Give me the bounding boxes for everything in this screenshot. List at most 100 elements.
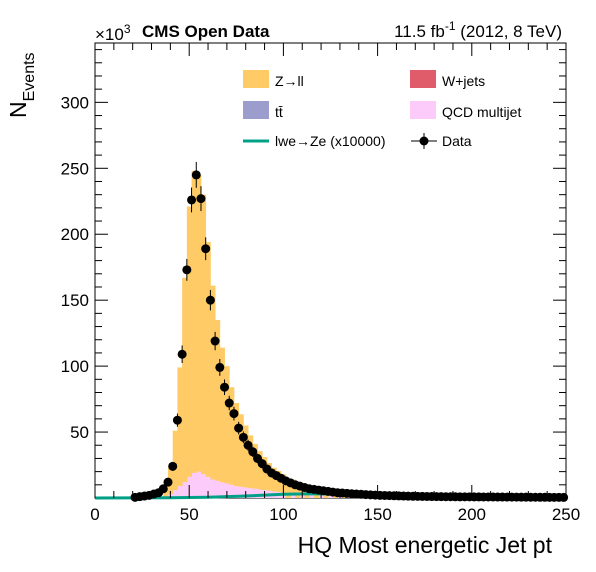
bar-zll — [210, 285, 216, 480]
bar-qcdmultijet — [200, 474, 207, 498]
data-point — [177, 349, 187, 359]
bar-qcdmultijet — [182, 482, 188, 498]
legend-swatch-wjets — [410, 70, 436, 88]
bar-zll — [257, 451, 263, 490]
data-point — [158, 484, 168, 494]
legend-label-ttbar: tt̄ — [275, 104, 283, 120]
bar-qcdmultijet — [224, 483, 230, 498]
y-tick-label: 100 — [61, 357, 89, 376]
bar-zll — [186, 206, 192, 477]
bar-zll — [266, 463, 273, 491]
data-point — [210, 336, 220, 346]
data-point — [182, 265, 192, 275]
bar-zll — [177, 367, 183, 487]
x-tick-label: 50 — [180, 505, 199, 524]
experiment-label: CMS Open Data — [142, 22, 270, 41]
data-point — [163, 477, 173, 487]
bar-zll — [248, 435, 254, 489]
bar-qcdmultijet — [248, 488, 254, 498]
bar-qcdmultijet — [252, 488, 258, 498]
luminosity-label: 11.5 fb-1 (2012, 8 TeV) — [394, 19, 562, 41]
exponent-label: ×103 — [95, 22, 131, 44]
x-tick-label: 150 — [363, 505, 391, 524]
legend-label-data: Data — [442, 133, 472, 149]
data-point — [172, 415, 182, 425]
bar-qcdmultijet — [229, 484, 235, 498]
bar-qcdmultijet — [191, 472, 197, 498]
bar-qcdmultijet — [238, 486, 244, 498]
legend-label-signal: lwe→Ze (x10000) — [275, 133, 386, 149]
bar-qcdmultijet — [177, 486, 183, 498]
bar-qcdmultijet — [328, 496, 334, 498]
bar-qcdmultijet — [196, 471, 202, 498]
x-tick-label: 0 — [90, 505, 99, 524]
y-axis-label: NEvents — [5, 52, 38, 118]
bar-zll — [182, 277, 188, 483]
bar-zll — [295, 486, 301, 498]
bar-qcdmultijet — [233, 486, 240, 498]
x-tick-label: 250 — [552, 505, 580, 524]
data-point — [234, 423, 244, 433]
legend-swatch-zll — [243, 70, 269, 88]
bar-qcdmultijet — [215, 480, 221, 498]
bar-zll — [243, 425, 249, 488]
x-tick-label: 200 — [458, 505, 486, 524]
bar-zll — [224, 366, 230, 484]
data-point — [224, 398, 234, 408]
bar-zll — [196, 174, 202, 472]
bar-zll — [252, 443, 258, 489]
bar-zll — [233, 403, 240, 487]
y-tick-label: 150 — [61, 291, 89, 310]
data-points-group — [130, 161, 569, 502]
data-point — [201, 244, 211, 254]
axis-ticks: 0 50 100 150 200 250 50 100 150 200 250 300 — [61, 43, 580, 524]
legend-label-zll: Z→ll — [275, 73, 304, 89]
bar-qcdmultijet — [205, 476, 211, 498]
data-point — [220, 382, 230, 392]
bar-zll — [262, 457, 268, 491]
bar-qcdmultijet — [309, 494, 315, 498]
data-point — [248, 447, 258, 457]
data-point — [191, 170, 201, 180]
data-point — [229, 409, 239, 419]
bar-zll — [238, 414, 244, 487]
bar-zll — [191, 170, 197, 473]
bar-zll — [172, 430, 178, 491]
bar-zll — [229, 387, 235, 485]
legend-label-wjets: W+jets — [442, 73, 485, 89]
y-tick-label: 300 — [61, 93, 89, 112]
x-axis-label: HQ Most energetic Jet pt — [298, 532, 553, 558]
y-tick-label: 250 — [61, 159, 89, 178]
bar-zll — [200, 194, 207, 475]
legend-swatch-qcd — [410, 101, 436, 119]
legend-label-qcd: QCD multijet — [442, 104, 521, 120]
bar-zll — [163, 488, 169, 497]
bar-zll — [285, 482, 291, 498]
data-point — [215, 362, 225, 372]
bar-zll — [271, 467, 277, 492]
stacked-histograms — [163, 170, 390, 498]
bar-zll — [205, 242, 211, 477]
bar-qcdmultijet — [210, 479, 216, 498]
data-point — [205, 295, 215, 305]
data-point — [238, 432, 248, 442]
legend: Z→ll W+jets tt̄ QCD multijet lwe→Ze (x10… — [243, 70, 521, 149]
bar-qcdmultijet — [290, 493, 296, 498]
y-tick-label: 50 — [70, 423, 89, 442]
bar-qcdmultijet — [219, 482, 225, 498]
legend-swatch-ttbar — [243, 101, 269, 119]
data-point — [559, 492, 569, 502]
x-tick-label: 100 — [269, 505, 297, 524]
y-axis-label-main: NEvents — [5, 52, 38, 118]
y-tick-label: 200 — [61, 225, 89, 244]
data-point — [168, 461, 178, 471]
data-point — [243, 440, 253, 450]
data-point — [187, 195, 197, 205]
bar-zll — [215, 319, 221, 481]
bar-qcdmultijet — [172, 490, 178, 498]
legend-data-marker — [419, 136, 429, 146]
bar-qcdmultijet — [257, 489, 263, 498]
data-point — [196, 194, 206, 204]
bar-zll — [219, 347, 225, 483]
